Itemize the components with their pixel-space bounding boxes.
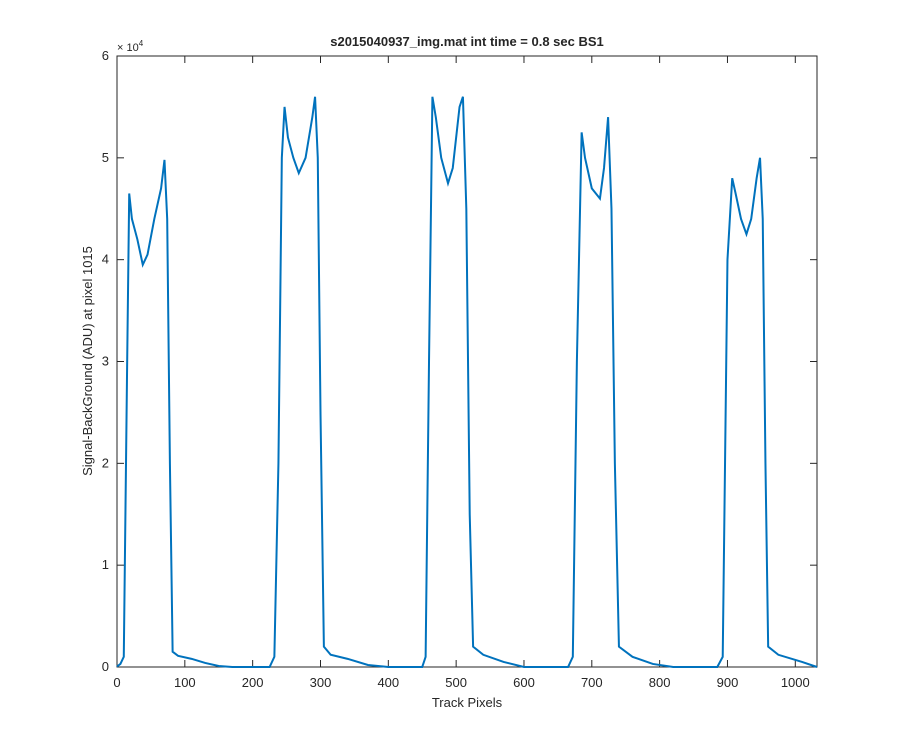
y-tick-label: 0 <box>102 659 109 674</box>
data-line <box>116 96 818 668</box>
y-tick-label: 6 <box>102 48 109 63</box>
x-tick-label: 200 <box>242 675 264 690</box>
y-tick-label: 3 <box>102 354 109 369</box>
y-multiplier-base: × 10 <box>117 42 139 54</box>
x-tick-label: 0 <box>113 675 120 690</box>
x-tick-label: 600 <box>513 675 535 690</box>
x-tick-label: 400 <box>377 675 399 690</box>
axes-box <box>116 55 818 668</box>
x-tick-label: 100 <box>174 675 196 690</box>
y-multiplier: × 104 <box>117 39 144 54</box>
y-tick-label: 5 <box>102 150 109 165</box>
y-multiplier-exponent: 4 <box>139 39 144 48</box>
chart-title: s2015040937_img.mat int time = 0.8 sec B… <box>330 34 604 49</box>
y-tick-label: 1 <box>102 557 109 572</box>
x-tick-label: 900 <box>717 675 739 690</box>
x-tick-label: 300 <box>310 675 332 690</box>
y-axis-label: Signal-BackGround (ADU) at pixel 1015 <box>80 246 95 476</box>
x-axis-label: Track Pixels <box>432 695 503 710</box>
x-tick-label: 1000 <box>781 675 810 690</box>
x-tick-label: 700 <box>581 675 603 690</box>
x-tick-label: 800 <box>649 675 671 690</box>
x-tick-label: 500 <box>445 675 467 690</box>
y-tick-label: 4 <box>102 252 109 267</box>
y-tick-label: 2 <box>102 455 109 470</box>
